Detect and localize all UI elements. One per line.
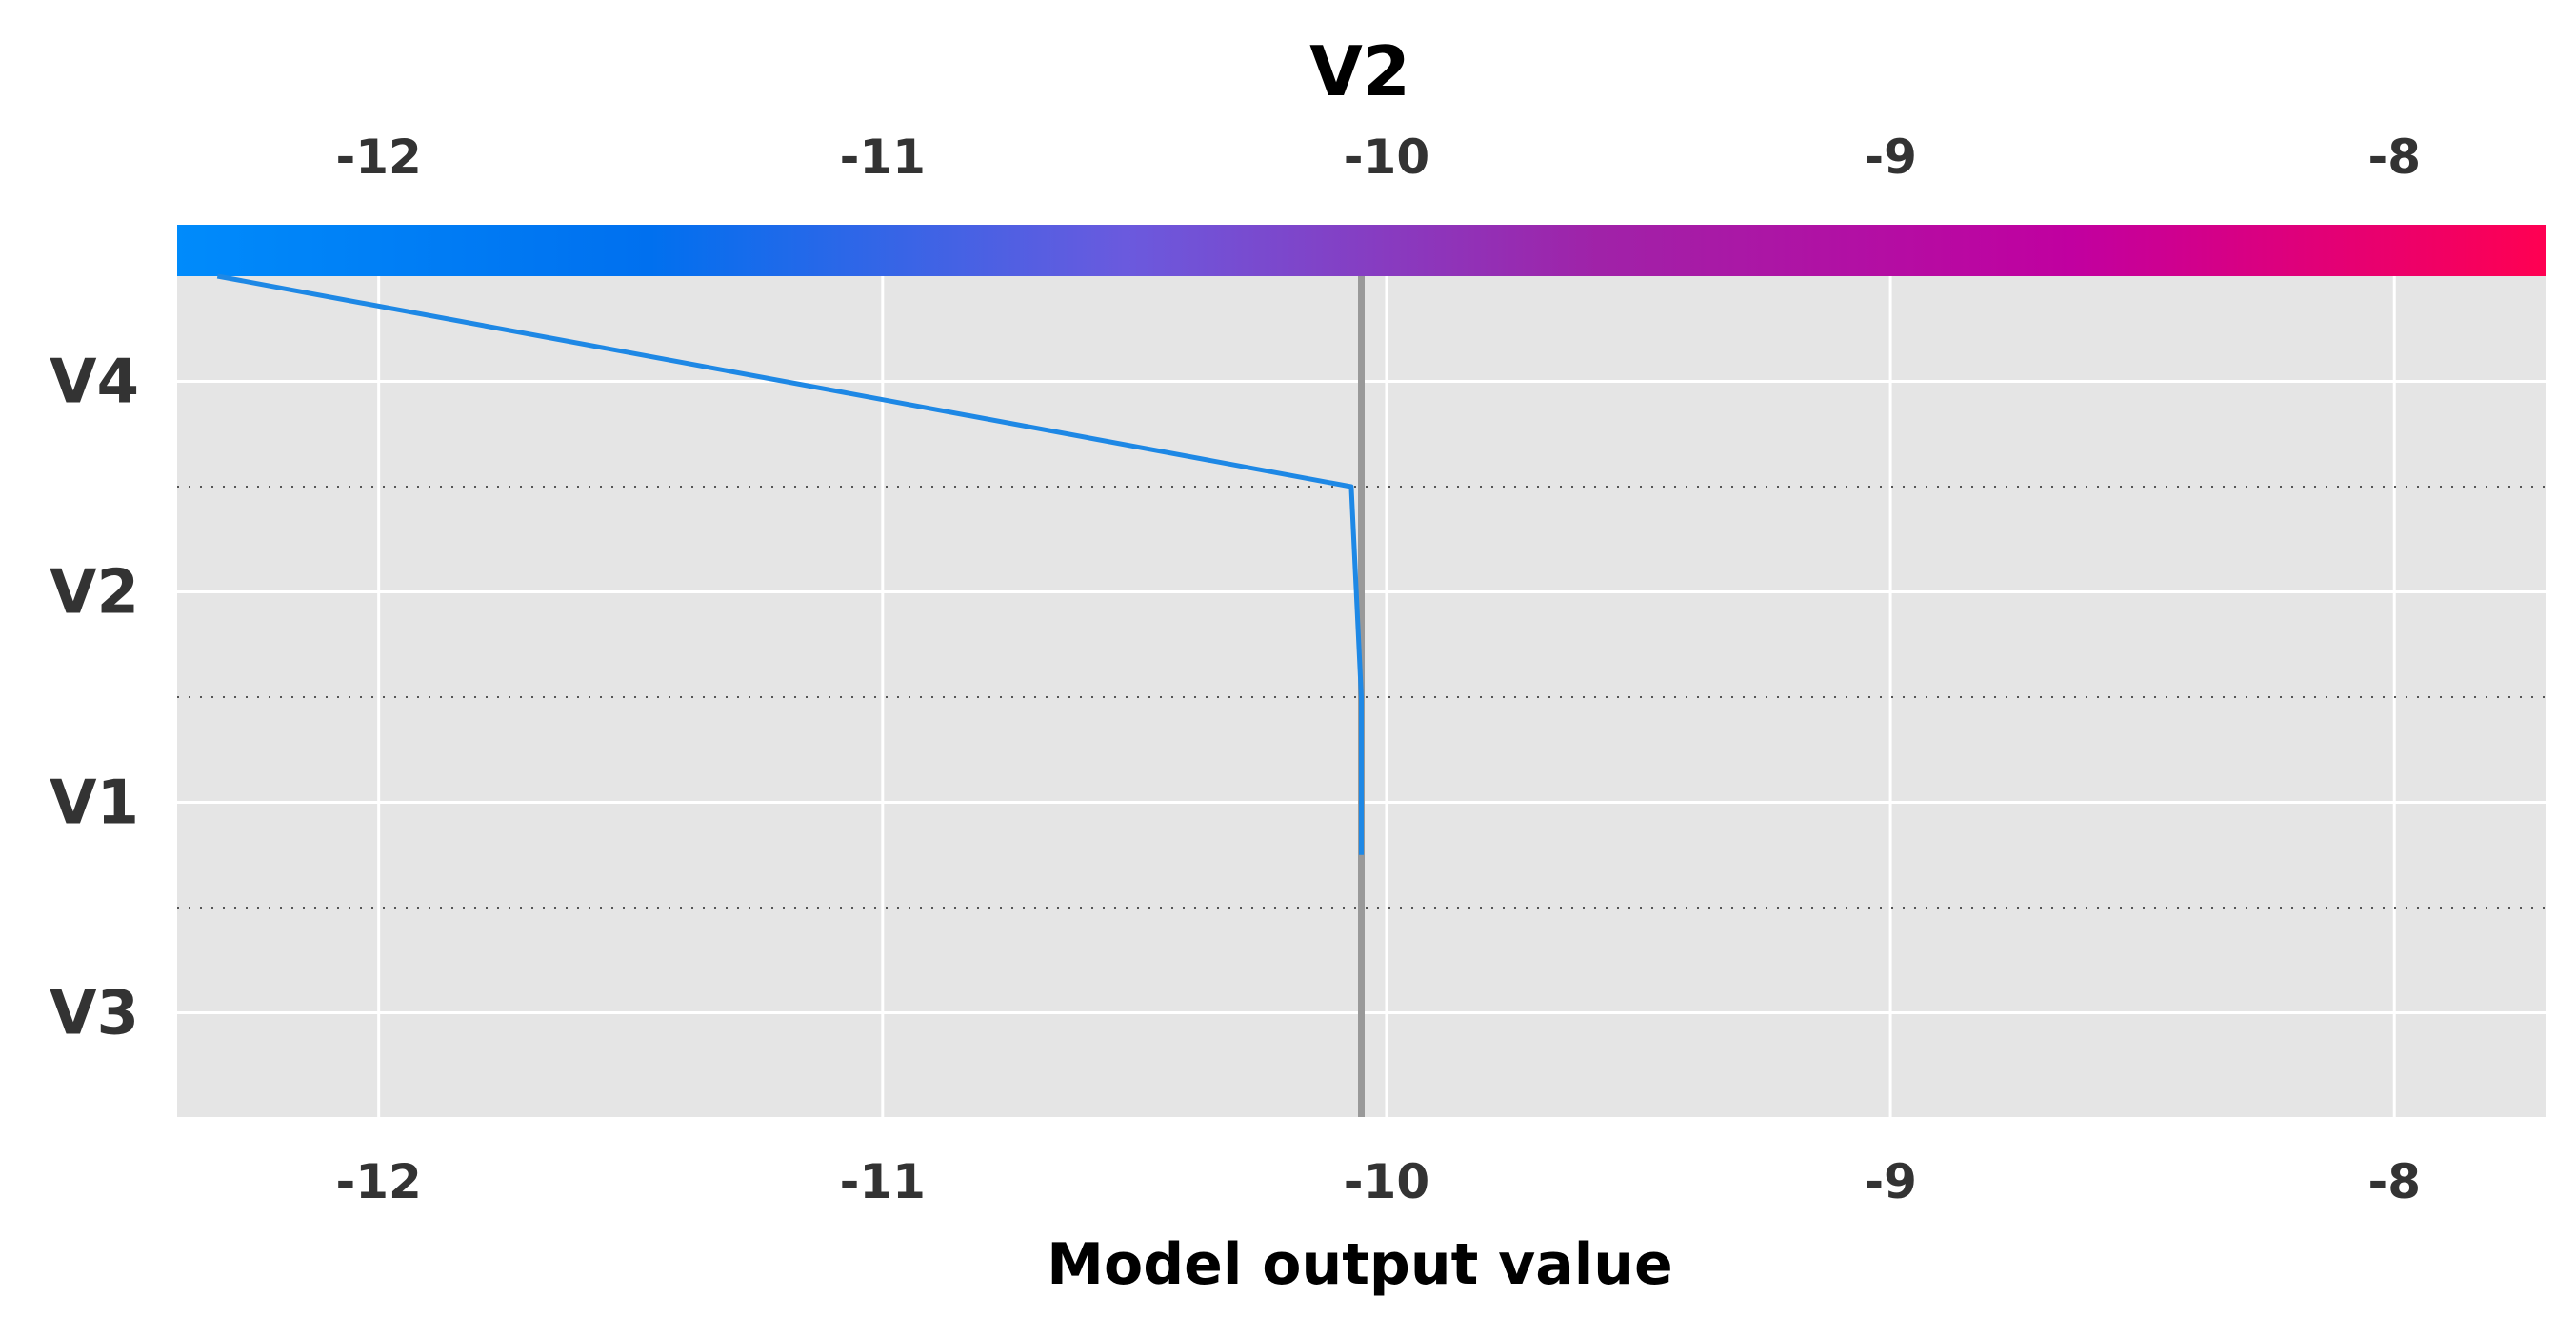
x-tick-label-top-1: -11 <box>840 130 926 185</box>
y-category-label-v1: V1 <box>50 769 139 839</box>
x-tick-label-bottom-0: -12 <box>335 1154 421 1209</box>
x-tick-label-top-4: -8 <box>2367 130 2421 185</box>
y-category-label-v2: V2 <box>50 558 139 629</box>
x-tick-label-bottom-3: -9 <box>1864 1154 1917 1209</box>
chart-title: V2 <box>1309 31 1410 111</box>
x-tick-label-bottom-4: -8 <box>2367 1154 2421 1209</box>
x-tick-label-top-0: -12 <box>335 130 421 185</box>
x-axis-label: Model output value <box>1047 1231 1672 1298</box>
plot-area: -12 -12 -11 -11 -10 -10 -9 -9 -8 -8 V4 V2 V1 V3 <box>50 130 2546 1209</box>
x-tick-label-top-2: -10 <box>1344 130 1429 185</box>
x-tick-label-bottom-2: -10 <box>1344 1154 1429 1209</box>
y-category-label-v3: V3 <box>50 979 139 1049</box>
x-tick-label-bottom-1: -11 <box>840 1154 926 1209</box>
colorbar <box>177 225 2546 276</box>
y-category-label-v4: V4 <box>50 348 139 418</box>
x-tick-label-top-3: -9 <box>1864 130 1917 185</box>
